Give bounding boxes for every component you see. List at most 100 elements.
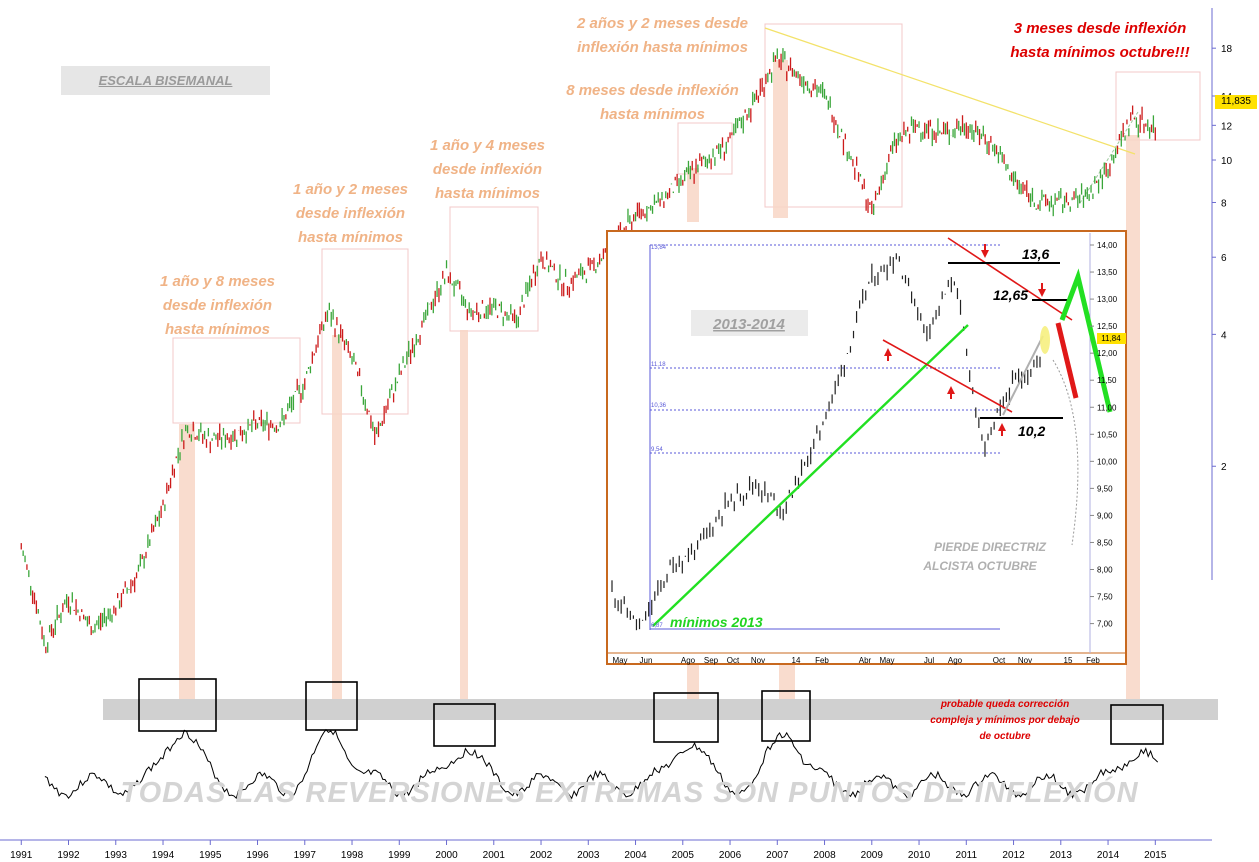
annotation-1994: 1 año y 8 meses desde inflexión hasta mí… xyxy=(135,270,300,342)
annotation-line: 2 años y 2 meses desde xyxy=(577,15,748,32)
oscillator-series xyxy=(44,728,1159,800)
inflection-band-2014 xyxy=(1126,135,1140,705)
inflection-bands xyxy=(179,60,1140,705)
x-tick-label: 2004 xyxy=(624,850,647,861)
inset-fib-label: 6,87 xyxy=(651,623,663,629)
y-tick-label: 6 xyxy=(1221,253,1227,264)
side-note-line: compleja y mínimos por debajo xyxy=(930,715,1080,726)
inset-y-tick-label: 7,00 xyxy=(1097,620,1113,629)
osc-peak-box-2005 xyxy=(653,692,719,743)
x-tick-label: 2015 xyxy=(1144,850,1167,861)
inset-channel-upper xyxy=(947,237,1073,321)
x-tick-label: 2008 xyxy=(813,850,836,861)
minimos-2013-label: mínimos 2013 xyxy=(670,614,763,630)
level-label-12-65: 12,65 xyxy=(993,287,1028,303)
inset-chart: 14,00 13,50 13,00 12,50 12,00 11,50 11,00 10,50… xyxy=(606,230,1127,665)
x-tick-label: 2002 xyxy=(530,850,553,861)
x-tick-label: 1997 xyxy=(294,850,317,861)
annotation-2014: 3 meses desde inflexión hasta mínimos oc… xyxy=(985,17,1215,65)
x-tick-label: 2012 xyxy=(1002,850,1025,861)
y-tick-label: 18 xyxy=(1221,44,1233,55)
inset-x-tick-label: Jul xyxy=(924,656,934,665)
osc-peak-box-1994 xyxy=(138,678,217,732)
y-tick-label: 8 xyxy=(1221,198,1227,209)
annotation-line: hasta mínimos xyxy=(434,185,541,202)
osc-peak-box-2007 xyxy=(761,690,811,742)
x-tick-label: 1994 xyxy=(152,850,175,861)
inset-fib-label: 11,18 xyxy=(651,362,666,368)
annotation-1997: 1 año y 2 meses desde inflexión hasta mí… xyxy=(268,178,433,250)
inset-fib-labels: 13,84 11,18 10,36 9,54 6,87 xyxy=(651,245,667,629)
oscillator-extreme-band xyxy=(103,699,1218,720)
inflection-band-1997 xyxy=(332,335,342,700)
x-tick-label: 2009 xyxy=(861,850,884,861)
oscillator-peak-boxes xyxy=(138,678,1164,747)
inset-x-tick-label: 14 xyxy=(792,656,801,665)
projection-red xyxy=(1055,322,1079,399)
side-note-line: de octubre xyxy=(979,731,1031,742)
inflection-band-2000 xyxy=(460,330,468,704)
inset-frame xyxy=(606,230,1127,665)
scale-label: ESCALA BISEMANAL xyxy=(61,66,270,95)
x-tick-label: 2000 xyxy=(435,850,458,861)
inset-y-axis: 14,00 13,50 13,00 12,50 12,00 11,50 11,00 10,50… xyxy=(1090,241,1118,629)
inset-y-tick-label: 11,50 xyxy=(1097,376,1117,385)
inflection-band-2007-bottom xyxy=(779,664,795,700)
annotation-2005: 8 meses desde inflexión hasta mínimos xyxy=(540,79,765,127)
inset-x-tick-label: Feb xyxy=(1086,656,1100,665)
x-tick-label: 2006 xyxy=(719,850,742,861)
inset-y-tick-label: 8,50 xyxy=(1097,538,1113,547)
level-label-13-6: 13,6 xyxy=(1022,246,1049,262)
annotation-2007: 2 años y 2 meses desde inflexión hasta m… xyxy=(545,12,780,60)
inset-x-tick-label: Nov xyxy=(1018,656,1032,665)
x-tick-label: 2005 xyxy=(672,850,695,861)
x-tick-label: 1992 xyxy=(57,850,80,861)
annotation-line: 1 año y 8 meses xyxy=(159,273,276,290)
x-tick-label: 1998 xyxy=(341,850,364,861)
annotation-line: 3 meses desde inflexión xyxy=(1013,20,1187,37)
inset-x-tick-label: Ago xyxy=(948,656,963,665)
osc-peak-box-2014 xyxy=(1110,704,1164,745)
x-tick-label: 2013 xyxy=(1050,850,1073,861)
inset-fib-label: 10,36 xyxy=(651,403,667,409)
x-tick-label: 2011 xyxy=(956,850,978,861)
inflection-box-2005 xyxy=(677,122,733,175)
x-tick-label: 2007 xyxy=(766,850,789,861)
inset-red-arrows xyxy=(884,244,1046,436)
annotation-line: hasta mínimos octubre!!! xyxy=(1010,44,1190,61)
inset-x-tick-label: Ago xyxy=(681,656,696,665)
inset-fib-label: 13,84 xyxy=(651,245,667,251)
inset-y-tick-label: 8,00 xyxy=(1097,566,1113,575)
annotation-line: inflexión hasta mínimos xyxy=(577,39,748,56)
inset-x-tick-label: Nov xyxy=(751,656,765,665)
inset-fib-lines xyxy=(650,244,1000,630)
main-price-series xyxy=(20,48,1156,654)
x-tick-label: 1996 xyxy=(246,850,269,861)
annotation-curve xyxy=(1052,359,1079,546)
inset-y-tick-label: 13,00 xyxy=(1097,295,1118,304)
inflection-box-1997 xyxy=(321,248,409,415)
uptrend-dotted-line xyxy=(1079,111,1139,204)
annotation-line: desde inflexión xyxy=(432,161,543,178)
inset-x-tick-label: Feb xyxy=(815,656,829,665)
x-tick-label: 2010 xyxy=(908,850,931,861)
annotation-line: 1 año y 2 meses xyxy=(292,181,409,198)
inset-uptrend-line xyxy=(652,324,969,627)
annotation-line: desde inflexión xyxy=(295,205,406,222)
inset-y-tick-label: 10,50 xyxy=(1097,430,1118,439)
inset-y-tick-label: 12,00 xyxy=(1097,349,1118,358)
annotation-line: 8 meses desde inflexión xyxy=(566,82,739,99)
inset-x-axis: May Jun Ago Sep Oct Nov 14 Feb Abr May Jul Ago Oct No… xyxy=(612,656,1100,665)
annotation-2000: 1 año y 4 meses desde inflexión hasta mí… xyxy=(405,134,570,206)
inflection-band-1994 xyxy=(179,424,195,700)
inset-x-tick-label: Sep xyxy=(704,656,719,665)
osc-peak-box-1997 xyxy=(305,681,358,731)
inflection-box-2014 xyxy=(1115,71,1201,141)
inflection-box-2000 xyxy=(449,206,539,332)
footer-note: TODAS LAS REVERSIONES EXTREMAS SON PUNTO… xyxy=(120,777,1139,809)
inset-title: 2013-2014 xyxy=(712,316,785,333)
inflection-band-2005-top xyxy=(687,168,699,222)
inset-y-tick-label: 9,00 xyxy=(1097,511,1113,520)
x-tick-label: 1993 xyxy=(105,850,128,861)
